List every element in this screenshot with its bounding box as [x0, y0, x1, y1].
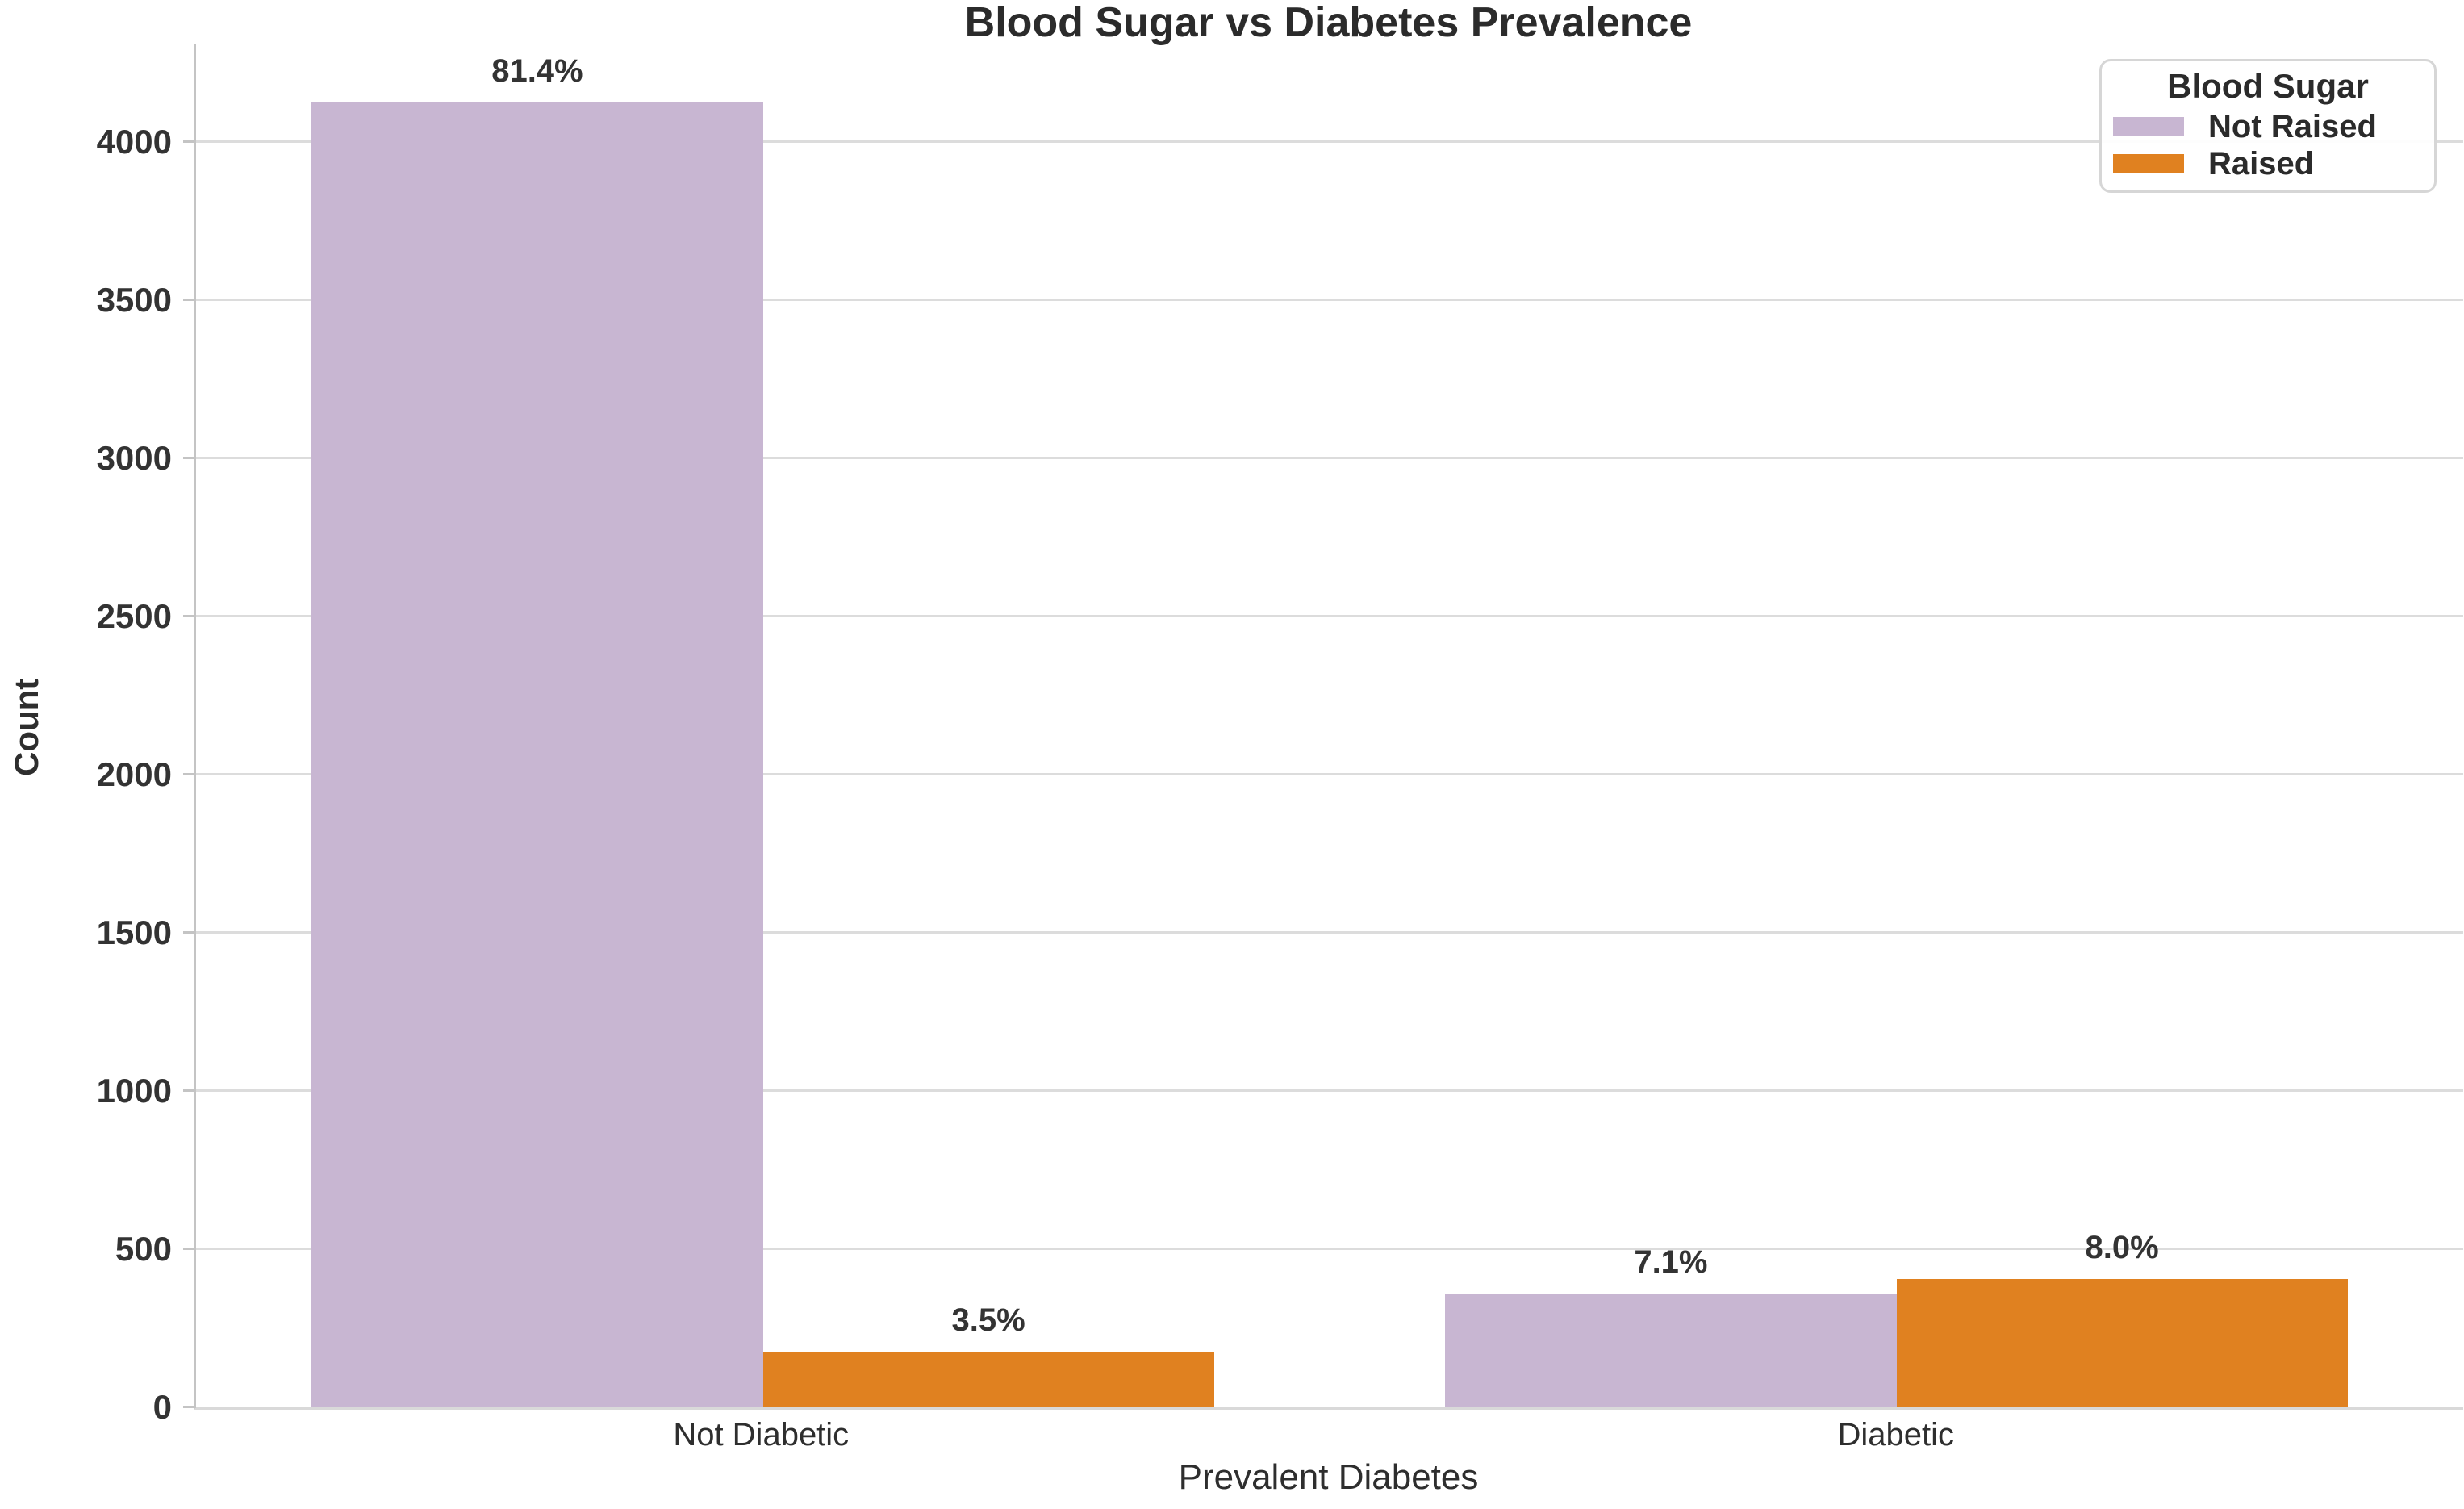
y-tick-label: 4000	[96, 123, 172, 161]
legend-entry-label: Raised	[2208, 145, 2315, 182]
gridline	[196, 1248, 2463, 1251]
y-tick-mark	[183, 615, 196, 618]
gridline	[196, 1089, 2463, 1093]
gridline	[196, 931, 2463, 934]
y-tick-label: 3500	[96, 281, 172, 320]
y-tick-label: 0	[152, 1388, 172, 1426]
legend-title: Blood Sugar	[2167, 67, 2369, 105]
y-tick-mark	[183, 1248, 196, 1251]
y-tick-mark	[183, 457, 196, 460]
x-tick-label-not-diabetic: Not Diabetic	[673, 1417, 850, 1453]
bar-not-raised-diabetic: 7.1%	[1445, 1244, 1897, 1407]
bar-group-diabetic: 7.1% 8.0%	[1330, 44, 2463, 1407]
legend-entries: Not Raised Raised	[2102, 108, 2434, 182]
bar-group-not-diabetic: 81.4% 3.5%	[196, 44, 1330, 1407]
y-tick-label: 1000	[96, 1072, 172, 1110]
gridline	[196, 140, 2463, 144]
bar-value-label: 7.1%	[1634, 1244, 1708, 1280]
y-tick-label: 2000	[96, 755, 172, 794]
bar-groups: 81.4% 3.5% 7.1% 8.0%	[196, 44, 2463, 1407]
bar-raised-not-diabetic: 3.5%	[762, 1302, 1214, 1407]
y-tick-label: 1500	[96, 913, 172, 952]
chart-title: Blood Sugar vs Diabetes Prevalence	[964, 0, 1693, 46]
gridline	[196, 773, 2463, 776]
x-axis-label: Prevalent Diabetes	[1178, 1457, 1479, 1497]
y-tick-label: 3000	[96, 439, 172, 478]
gridline	[196, 299, 2463, 302]
y-tick-mark	[183, 1089, 196, 1093]
bar-value-label: 81.4%	[491, 52, 583, 89]
bar-value-label: 3.5%	[951, 1302, 1025, 1338]
legend-entry-raised: Raised	[2102, 145, 2434, 182]
y-tick-mark	[183, 931, 196, 934]
x-tick-labels: Not Diabetic Diabetic	[194, 1417, 2463, 1453]
bar-raised-diabetic: 8.0%	[1896, 1230, 2348, 1407]
y-tick-label: 500	[115, 1230, 172, 1269]
y-tick-label: 2500	[96, 597, 172, 636]
gridline	[196, 457, 2463, 460]
y-tick-mark	[183, 1406, 196, 1408]
y-tick-mark	[183, 299, 196, 302]
legend-swatch-icon	[2113, 117, 2184, 137]
bar-value-label: 8.0%	[2085, 1229, 2159, 1265]
legend-entry-not-raised: Not Raised	[2102, 108, 2434, 145]
gridline	[196, 615, 2463, 618]
legend: Blood Sugar Not Raised Raised	[2099, 59, 2437, 194]
bar-not-raised-not-diabetic: 81.4%	[311, 53, 763, 1407]
plot-area: 81.4% 3.5% 7.1% 8.0% 0 500 1000 1500 2000 2500 30…	[97, 44, 2463, 1424]
y-tick-mark	[183, 773, 196, 776]
y-tick-mark	[183, 140, 196, 144]
legend-entry-label: Not Raised	[2208, 108, 2377, 144]
x-tick-label-diabetic: Diabetic	[1837, 1417, 1954, 1453]
y-axis-label: Count	[7, 678, 45, 776]
legend-swatch-icon	[2113, 154, 2184, 174]
